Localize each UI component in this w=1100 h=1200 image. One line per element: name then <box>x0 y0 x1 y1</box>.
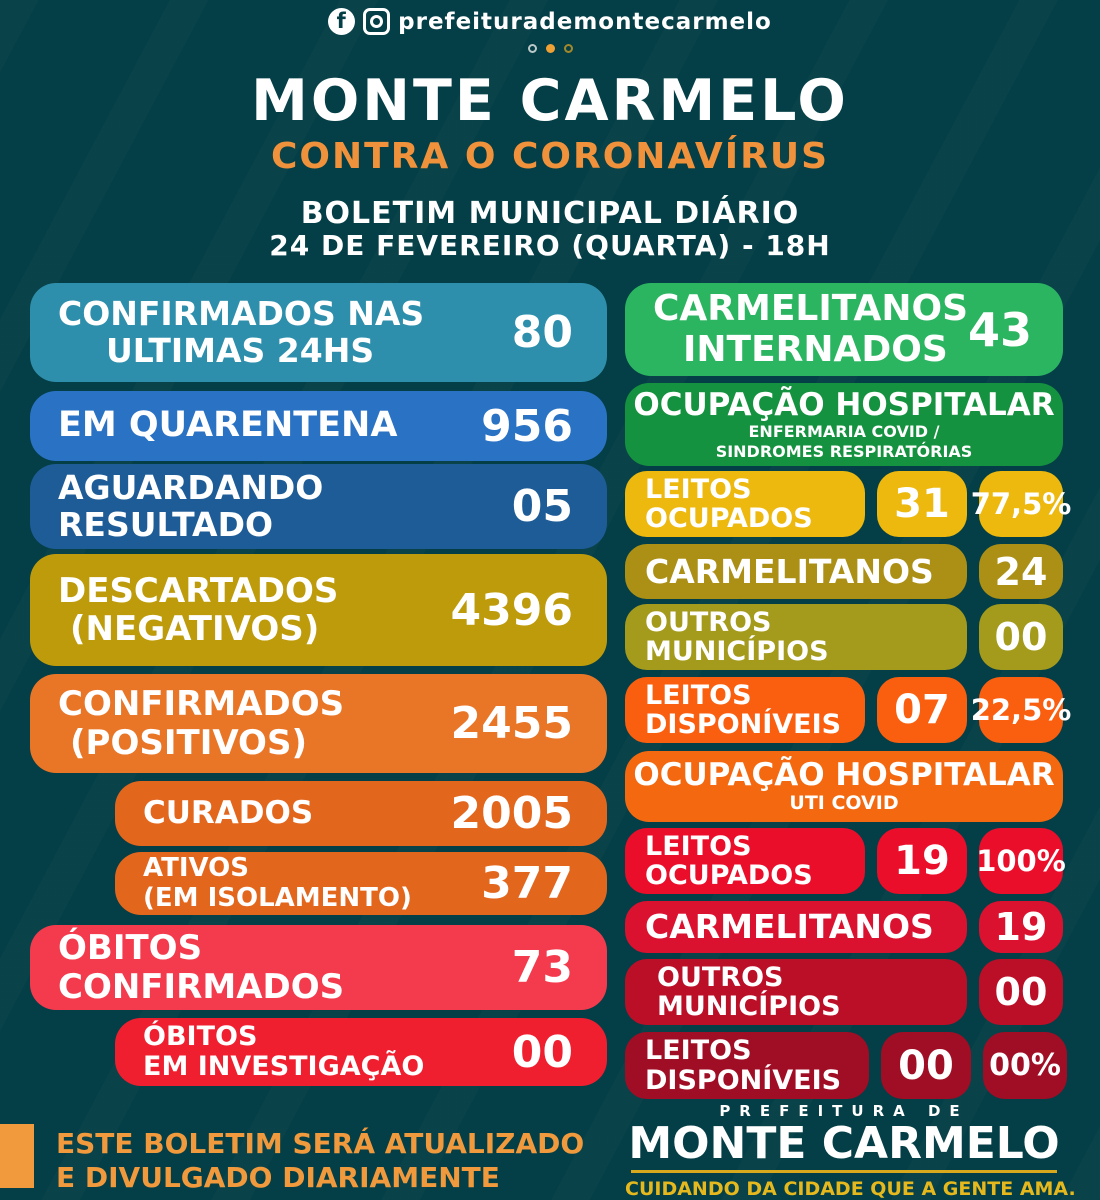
row-label: LEITOS DISPONÍVEIS <box>625 677 865 743</box>
row-carmelitanos-uti: CARMELITANOS 19 <box>625 901 1063 953</box>
bulletin-title: BOLETIM MUNICIPAL DIÁRIO <box>300 196 800 231</box>
row-leitos-ocupados-enfermaria: LEITOS OCUPADOS 31 77,5% <box>625 471 1071 537</box>
stat-descartados-negativos: DESCARTADOS (NEGATIVOS) 4396 <box>30 554 607 666</box>
row-value: 00 <box>881 1032 971 1099</box>
carousel-dot-active-icon <box>545 44 555 53</box>
stat-ativos-em-isolamento: ATIVOS (EM ISOLAMENTO) 377 <box>115 852 607 915</box>
row-outros-municipios-enfermaria: OUTROS MUNICÍPIOS 00 <box>625 604 1063 670</box>
prefeitura-logo: PREFEITURA DE MONTE CARMELO CUIDANDO DA … <box>625 1102 1076 1200</box>
row-percent: 77,5% <box>971 471 1071 537</box>
stat-value: 80 <box>511 307 573 358</box>
stat-label: ÓBITOS EM INVESTIGAÇÃO <box>143 1020 425 1082</box>
section-header-uti: OCUPAÇÃO HOSPITALAR UTI COVID <box>625 751 1063 822</box>
row-value: 19 <box>877 828 967 894</box>
page-title: MONTE CARMELO <box>251 68 849 134</box>
row-value: 31 <box>877 471 967 537</box>
row-leitos-disponiveis-enfermaria: LEITOS DISPONÍVEIS 07 22,5% <box>625 677 1071 743</box>
stat-label: CONFIRMADOS (POSITIVOS) <box>58 684 345 763</box>
stat-label: DESCARTADOS (NEGATIVOS) <box>58 570 339 649</box>
logo-divider <box>631 1170 1057 1174</box>
stat-value: 2455 <box>450 698 573 749</box>
stat-em-quarentena: EM QUARENTENA 956 <box>30 391 607 461</box>
row-percent: 100% <box>976 828 1066 894</box>
row-value: 00 <box>979 959 1063 1025</box>
stat-value: 05 <box>511 481 573 532</box>
stat-aguardando-resultado: AGUARDANDO RESULTADO 05 <box>30 464 607 549</box>
section-header-enfermaria: OCUPAÇÃO HOSPITALAR ENFERMARIA COVID / S… <box>625 383 1063 466</box>
row-leitos-ocupados-uti: LEITOS OCUPADOS 19 100% <box>625 828 1066 894</box>
page-subtitle: CONTRA O CORONAVÍRUS <box>271 136 829 177</box>
stat-confirmados-ultimas-24hs: CONFIRMADOS NAS ULTIMAS 24HS 80 <box>30 283 607 382</box>
stat-value: 377 <box>481 858 573 909</box>
row-outros-municipios-uti: OUTROS MUNICÍPIOS 00 <box>625 959 1063 1025</box>
carousel-dot-icon <box>527 44 537 53</box>
row-value: 07 <box>877 677 967 743</box>
stat-obitos-confirmados: ÓBITOS CONFIRMADOS 73 <box>30 925 607 1010</box>
stat-value: 73 <box>511 942 573 993</box>
stat-label: CURADOS <box>143 795 314 832</box>
row-label: CARMELITANOS <box>625 544 967 599</box>
stat-value: 00 <box>511 1026 573 1078</box>
stat-confirmados-positivos: CONFIRMADOS (POSITIVOS) 2455 <box>30 674 607 773</box>
row-label: CARMELITANOS <box>625 901 967 953</box>
row-percent: 22,5% <box>971 677 1071 743</box>
carousel-dots <box>0 44 1100 53</box>
row-value: 19 <box>979 901 1063 953</box>
row-value: 24 <box>979 544 1063 599</box>
stat-value: 2005 <box>450 788 573 839</box>
row-label: OUTROS MUNICÍPIOS <box>625 959 967 1025</box>
row-label: LEITOS DISPONÍVEIS <box>625 1032 869 1099</box>
row-carmelitanos-enfermaria: CARMELITANOS 24 <box>625 544 1063 599</box>
note-accent-bar <box>0 1124 34 1188</box>
row-value: 00 <box>979 604 1063 670</box>
logo-tagline: CUIDANDO DA CIDADE QUE A GENTE AMA. <box>625 1178 1076 1200</box>
stat-label: EM QUARENTENA <box>58 405 398 446</box>
carousel-dot-icon <box>563 44 573 53</box>
stat-label: ÓBITOS CONFIRMADOS <box>58 928 345 1007</box>
row-label: OUTROS MUNICÍPIOS <box>625 604 967 670</box>
row-leitos-disponiveis-uti: LEITOS DISPONÍVEIS 00 00% <box>625 1032 1067 1099</box>
social-handle: prefeiturademontecarmelo <box>398 8 772 35</box>
facebook-icon: f <box>328 8 356 35</box>
row-percent: 00% <box>983 1032 1067 1099</box>
row-label: LEITOS OCUPADOS <box>625 471 865 537</box>
stat-label: CARMELITANOS INTERNADOS <box>653 288 969 370</box>
logo-name: MONTE CARMELO <box>628 1118 1060 1169</box>
update-note: ESTE BOLETIM SERÁ ATUALIZADO E DIVULGADO… <box>56 1127 585 1195</box>
stat-label: CONFIRMADOS NAS ULTIMAS 24HS <box>58 293 425 370</box>
row-label: LEITOS OCUPADOS <box>625 828 865 894</box>
stat-value: 43 <box>968 302 1033 357</box>
social-handle-row: f prefeiturademontecarmelo <box>0 8 1100 35</box>
stat-label: ATIVOS (EM ISOLAMENTO) <box>143 853 412 913</box>
stat-curados: CURADOS 2005 <box>115 781 607 846</box>
bulletin-date: 24 DE FEVEREIRO (QUARTA) - 18H <box>269 229 831 262</box>
stat-label: AGUARDANDO RESULTADO <box>58 467 324 544</box>
stat-value: 956 <box>481 400 573 452</box>
stat-obitos-em-investigacao: ÓBITOS EM INVESTIGAÇÃO 00 <box>115 1018 607 1086</box>
stat-carmelitanos-internados: CARMELITANOS INTERNADOS 43 <box>625 283 1063 376</box>
stat-value: 4396 <box>450 584 573 636</box>
logo-top-text: PREFEITURA DE <box>719 1102 969 1120</box>
instagram-icon <box>363 8 391 35</box>
